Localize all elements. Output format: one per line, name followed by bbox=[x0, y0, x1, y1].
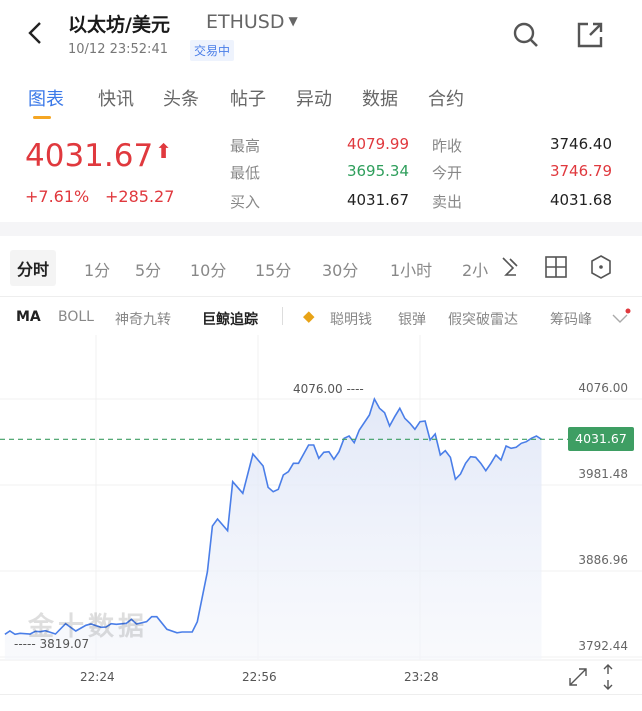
last-price-value: 4031.67 bbox=[25, 138, 154, 174]
stat-label: 最高 bbox=[230, 137, 261, 155]
price-area bbox=[4, 399, 542, 660]
x-tick-label: 23:28 bbox=[404, 670, 439, 684]
chart-settings-button[interactable] bbox=[589, 254, 613, 284]
active-tab-indicator bbox=[33, 116, 51, 119]
last-price: 4031.67 ⬆ bbox=[25, 138, 172, 174]
watermark: 金十数据 bbox=[28, 612, 149, 642]
tab-3[interactable]: 帖子 bbox=[230, 89, 266, 110]
period-5[interactable]: 30分 bbox=[322, 261, 359, 280]
indicator-1[interactable]: BOLL bbox=[58, 309, 94, 325]
y-tick-label: 3981.48 bbox=[578, 467, 628, 481]
expand-icon bbox=[569, 668, 587, 686]
indicator-3[interactable]: 巨鲸追踪 bbox=[202, 312, 258, 328]
page-title: 以太坊/美元 bbox=[68, 14, 170, 36]
grid-layout-icon bbox=[545, 256, 567, 278]
tab-6[interactable]: 合约 bbox=[428, 89, 464, 110]
share-icon bbox=[577, 22, 603, 48]
status-badge: 交易中 bbox=[190, 40, 235, 61]
y-tick-label: 4076.00 bbox=[578, 381, 628, 395]
caret-down-icon: ▼ bbox=[288, 14, 298, 28]
back-button[interactable] bbox=[26, 20, 46, 50]
indicator-4[interactable]: 聪明钱 bbox=[330, 312, 372, 328]
chevron-left-icon bbox=[28, 22, 41, 44]
indicator-6[interactable]: 假突破雷达 bbox=[448, 312, 518, 328]
stat-value: 3746.40 bbox=[549, 135, 612, 153]
symbol-selector[interactable]: ETHUSD ▼ bbox=[206, 11, 298, 33]
period-3[interactable]: 10分 bbox=[190, 261, 227, 280]
indicator-2[interactable]: 神奇九转 bbox=[115, 312, 171, 328]
indicator-7[interactable]: 筹码峰 bbox=[550, 312, 592, 328]
share-button[interactable] bbox=[576, 21, 604, 53]
indicator-5[interactable]: 银弹 bbox=[398, 312, 426, 328]
settings-hexagon-icon bbox=[591, 255, 611, 279]
divider bbox=[0, 296, 642, 297]
indicator-0[interactable]: MA bbox=[16, 309, 41, 325]
period-7[interactable]: 2小 bbox=[462, 261, 489, 280]
high-value: 4076.00 bbox=[293, 382, 343, 396]
stat-label: 卖出 bbox=[432, 193, 463, 211]
draw-tool-button[interactable] bbox=[498, 255, 522, 283]
arrow-up-icon: ⬆ bbox=[155, 139, 172, 163]
diamond-icon: ◆ bbox=[303, 307, 315, 325]
high-marker-label: 4076.00 ---- bbox=[293, 382, 364, 396]
low-marker-label: ----- 3819.07 bbox=[14, 637, 90, 651]
stat-value: 4079.99 bbox=[346, 135, 409, 153]
datetime: 10/12 23:52:41 bbox=[68, 42, 168, 57]
search-icon bbox=[513, 22, 538, 47]
change-percent: +7.61% bbox=[25, 187, 90, 206]
indicator-divider bbox=[282, 307, 283, 325]
y-tick-label: 3792.44 bbox=[578, 639, 628, 653]
stat-label: 最低 bbox=[230, 164, 261, 182]
period-2[interactable]: 5分 bbox=[135, 261, 162, 280]
stat-value: 3746.79 bbox=[549, 162, 612, 180]
x-tick-label: 22:56 bbox=[242, 670, 277, 684]
chevron-down-icon bbox=[612, 308, 631, 323]
fullscreen-button[interactable] bbox=[566, 665, 590, 693]
draw-tool-icon bbox=[502, 257, 518, 276]
tab-2[interactable]: 头条 bbox=[163, 89, 199, 110]
search-button[interactable] bbox=[512, 21, 540, 53]
period-1[interactable]: 1分 bbox=[84, 261, 111, 280]
stat-value: 3695.34 bbox=[346, 162, 409, 180]
symbol-label: ETHUSD bbox=[206, 11, 285, 33]
price-line bbox=[4, 396, 542, 636]
stat-label: 今开 bbox=[432, 164, 463, 182]
stat-label: 昨收 bbox=[432, 137, 463, 155]
period-6[interactable]: 1小时 bbox=[390, 261, 433, 280]
more-indicators-button[interactable] bbox=[610, 308, 632, 332]
period-0[interactable]: 分时 bbox=[10, 250, 57, 286]
section-divider bbox=[0, 222, 642, 236]
stat-value: 4031.67 bbox=[346, 191, 409, 209]
macd-divider bbox=[0, 694, 642, 695]
tab-0[interactable]: 图表 bbox=[28, 89, 64, 110]
vertical-scale-button[interactable] bbox=[600, 663, 616, 695]
low-value: 3819.07 bbox=[39, 637, 90, 651]
layout-button[interactable] bbox=[544, 255, 568, 283]
y-tick-label: 3886.96 bbox=[578, 553, 628, 567]
stat-label: 买入 bbox=[230, 193, 261, 211]
tab-1[interactable]: 快讯 bbox=[98, 89, 134, 110]
current-price-label: 4031.67 bbox=[568, 427, 634, 452]
up-down-arrows-icon bbox=[603, 664, 613, 690]
x-tick-label: 22:24 bbox=[80, 670, 115, 684]
change-amount: +285.27 bbox=[105, 187, 175, 206]
tab-5[interactable]: 数据 bbox=[362, 89, 398, 110]
stat-value: 4031.68 bbox=[549, 191, 612, 209]
period-4[interactable]: 15分 bbox=[255, 261, 292, 280]
tab-4[interactable]: 异动 bbox=[296, 89, 332, 110]
